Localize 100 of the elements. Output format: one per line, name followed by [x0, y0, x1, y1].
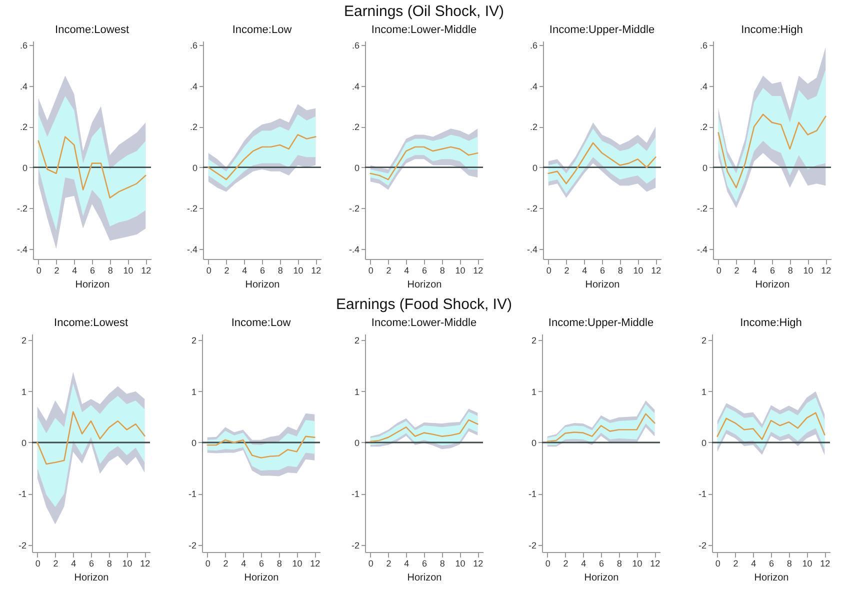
x-tick-label: 12 [141, 266, 152, 276]
x-tick-label: 2 [386, 558, 392, 568]
y-tick-label: 0 [191, 438, 196, 448]
x-tick-label: 4 [752, 266, 758, 276]
x-tick-label: 6 [422, 558, 428, 568]
y-tick-label: 2 [354, 336, 360, 346]
y-tick-label: -1 [188, 489, 196, 500]
x-axis-title: Horizon [244, 572, 279, 584]
y-tick-label: 0 [532, 162, 538, 173]
x-tick-label: 2 [564, 266, 570, 276]
y-tick-label: .6 [530, 40, 538, 51]
y-tick-label: .6 [700, 40, 708, 51]
y-tick-label: -2 [698, 540, 706, 550]
y-tick-label: -1 [18, 489, 26, 500]
y-tick-label: 1 [531, 386, 536, 397]
y-tick-label: -2 [351, 540, 360, 550]
x-tick-label: 0 [546, 266, 552, 276]
x-tick-label: 10 [802, 558, 812, 568]
x-axis-title: Horizon [407, 572, 442, 584]
chart-title: Income:Lowest [55, 24, 129, 36]
chart-title: Earnings (Food Shock, IV) [336, 296, 512, 313]
y-tick-label: -1 [698, 489, 706, 500]
x-axis-title: Horizon [75, 280, 110, 290]
x-axis-title: Horizon [245, 280, 280, 290]
x-tick-label: 8 [618, 266, 623, 276]
x-tick-label: 12 [310, 558, 320, 568]
chart-title: Income:Upper-Middle [548, 317, 654, 329]
y-tick-label: 0 [354, 162, 360, 173]
x-axis-title: Horizon [74, 572, 109, 584]
y-tick-label: 2 [531, 336, 536, 346]
x-tick-label: 0 [35, 558, 40, 568]
x-tick-label: 4 [241, 558, 246, 568]
y-tick-label: .2 [190, 122, 198, 132]
x-tick-label: 0 [206, 266, 212, 276]
y-tick-label: -.4 [526, 244, 538, 254]
y-tick-label: 2 [701, 336, 706, 346]
y-tick-label: -1 [528, 489, 536, 500]
x-tick-label: 8 [276, 558, 282, 568]
y-tick-label: 0 [701, 438, 706, 448]
x-tick-label: 0 [715, 558, 720, 568]
x-tick-label: 10 [293, 266, 304, 276]
x-tick-label: 2 [54, 266, 60, 276]
y-tick-label: .2 [700, 122, 708, 132]
x-tick-label: 12 [473, 266, 484, 276]
x-tick-label: 6 [90, 266, 96, 276]
y-tick-label: -.4 [696, 244, 708, 254]
y-tick-label: -2 [18, 540, 26, 550]
y-tick-label: -2 [528, 540, 536, 550]
x-tick-label: 2 [53, 558, 58, 568]
y-tick-label: -.2 [186, 204, 198, 214]
x-tick-label: 10 [122, 558, 132, 568]
y-tick-label: .4 [700, 81, 708, 92]
y-tick-label: 1 [21, 386, 26, 397]
chart-title: Income:Upper-Middle [549, 24, 655, 36]
x-tick-label: 12 [821, 266, 832, 276]
y-tick-label: 0 [354, 438, 360, 448]
y-tick-label: .4 [352, 81, 360, 92]
y-tick-label: -.2 [348, 204, 360, 214]
y-tick-label: 2 [191, 336, 196, 346]
x-tick-label: 10 [803, 266, 814, 276]
y-tick-label: -.4 [186, 244, 198, 254]
y-tick-label: 1 [701, 386, 706, 397]
chart-subtitle: Income:Lower-Middle [371, 24, 477, 36]
x-tick-label: 6 [422, 266, 428, 276]
y-tick-label: -2 [188, 540, 196, 550]
x-tick-label: 10 [633, 266, 644, 276]
chart-title: Income:Low [232, 24, 292, 36]
chart-title: Income:High [741, 24, 803, 36]
y-tick-label: .4 [20, 81, 28, 92]
chart-title: Income:Lowest [54, 317, 128, 329]
x-tick-label: 2 [386, 266, 392, 276]
x-axis-title: Horizon [584, 572, 619, 584]
y-tick-label: .6 [20, 40, 28, 51]
x-tick-label: 4 [72, 266, 78, 276]
y-tick-label: .2 [530, 122, 538, 132]
x-tick-label: 8 [440, 266, 445, 276]
chart-title: Income:Low [231, 317, 291, 329]
x-tick-label: 0 [368, 558, 374, 568]
y-tick-label: -.2 [16, 204, 28, 214]
x-tick-label: 8 [786, 558, 792, 568]
chart-title: Income:High [740, 317, 802, 329]
x-tick-label: 6 [258, 558, 264, 568]
x-tick-label: 0 [545, 558, 550, 568]
y-tick-label: 0 [531, 438, 536, 448]
y-tick-label: 0 [192, 162, 198, 173]
x-tick-label: 10 [292, 558, 302, 568]
x-tick-label: 0 [368, 266, 374, 276]
x-tick-label: 12 [820, 558, 830, 568]
x-tick-label: 10 [123, 266, 134, 276]
y-tick-label: 0 [22, 162, 28, 173]
y-tick-label: .6 [352, 40, 360, 51]
x-tick-label: 4 [71, 558, 76, 568]
y-tick-label: -.2 [696, 204, 708, 214]
x-tick-label: 12 [311, 266, 322, 276]
x-tick-label: 4 [581, 558, 586, 568]
x-axis-title: Horizon [407, 280, 442, 290]
y-tick-label: 1 [354, 386, 360, 397]
x-tick-label: 10 [632, 558, 642, 568]
x-tick-label: 8 [106, 558, 112, 568]
y-tick-label: 2 [21, 336, 26, 346]
